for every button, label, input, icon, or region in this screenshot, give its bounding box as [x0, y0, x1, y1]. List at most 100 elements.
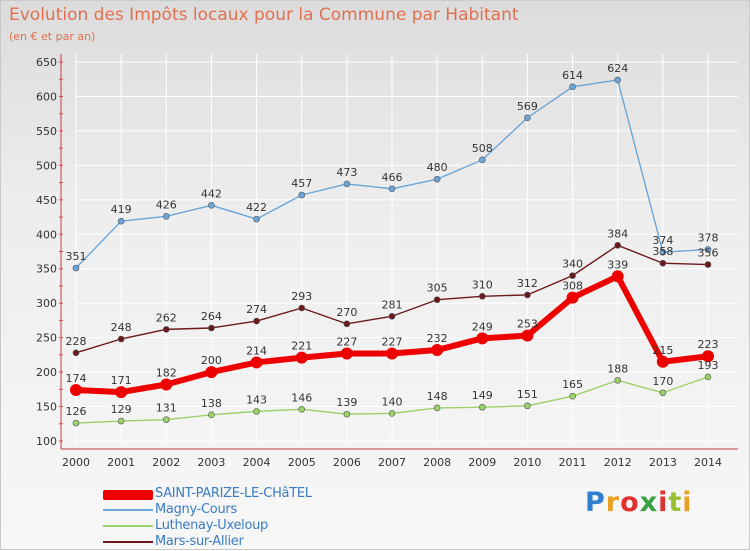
- y-tick-label: 350: [36, 263, 57, 276]
- data-point-mars[interactable]: [388, 312, 396, 320]
- data-point-saint_parize[interactable]: [431, 344, 444, 357]
- legend-item-luthenay-uxeloup[interactable]: Luthenay-Uxeloup: [103, 518, 403, 535]
- data-point-saint_parize[interactable]: [611, 270, 624, 283]
- data-point-saint_parize[interactable]: [340, 347, 353, 360]
- brand-letter: i: [658, 487, 669, 518]
- data-point-magny[interactable]: [478, 156, 486, 164]
- data-point-luthenay[interactable]: [117, 417, 125, 425]
- data-point-magny[interactable]: [704, 246, 712, 253]
- data-point-mars[interactable]: [253, 317, 260, 325]
- data-point-saint_parize[interactable]: [250, 356, 263, 369]
- data-point-luthenay[interactable]: [162, 416, 170, 423]
- data-point-luthenay[interactable]: [388, 410, 396, 417]
- legend-item-saint-parize[interactable]: SAINT-PARIZE-LE-CHâTEL: [103, 486, 403, 503]
- data-point-luthenay[interactable]: [524, 402, 531, 410]
- data-label-saint_parize: 223: [698, 338, 719, 351]
- x-tick-label: 2014: [694, 456, 722, 469]
- data-point-luthenay[interactable]: [72, 419, 80, 427]
- data-point-mars[interactable]: [659, 259, 667, 267]
- data-point-mars[interactable]: [208, 324, 215, 332]
- data-point-luthenay[interactable]: [659, 389, 667, 397]
- data-point-luthenay[interactable]: [614, 377, 622, 384]
- data-label-saint_parize: 182: [156, 366, 177, 379]
- data-label-mars: 270: [336, 306, 357, 319]
- data-point-magny[interactable]: [524, 114, 531, 122]
- legend-item-magny-cours[interactable]: Magny-Cours: [103, 502, 403, 519]
- data-point-luthenay[interactable]: [343, 410, 351, 418]
- data-label-saint_parize: 221: [291, 340, 312, 353]
- data-point-saint_parize[interactable]: [702, 350, 714, 363]
- data-point-saint_parize[interactable]: [70, 384, 82, 397]
- data-point-mars[interactable]: [117, 335, 125, 343]
- data-label-magny: 473: [336, 166, 357, 179]
- data-label-mars: 358: [652, 245, 673, 258]
- data-point-mars[interactable]: [478, 292, 486, 300]
- data-label-luthenay: 139: [336, 396, 357, 409]
- data-point-mars[interactable]: [704, 261, 712, 268]
- data-point-magny[interactable]: [569, 83, 576, 91]
- data-point-saint_parize[interactable]: [566, 291, 579, 304]
- data-point-luthenay[interactable]: [478, 403, 486, 411]
- data-point-magny[interactable]: [298, 191, 306, 199]
- data-point-saint_parize[interactable]: [476, 332, 489, 345]
- data-point-saint_parize[interactable]: [295, 351, 308, 364]
- data-point-magny[interactable]: [117, 217, 125, 225]
- data-label-saint_parize: 249: [472, 320, 493, 333]
- legend-swatch: [103, 525, 153, 527]
- data-label-luthenay: 149: [472, 389, 493, 402]
- legend: SAINT-PARIZE-LE-CHâTEL Magny-Cours Luthe…: [103, 486, 403, 551]
- data-point-luthenay[interactable]: [704, 373, 712, 381]
- data-point-saint_parize[interactable]: [521, 329, 534, 342]
- data-point-mars[interactable]: [524, 291, 531, 299]
- data-label-mars: 274: [246, 303, 267, 316]
- data-point-magny[interactable]: [388, 185, 396, 193]
- data-point-magny[interactable]: [614, 76, 622, 84]
- data-label-mars: 281: [382, 298, 403, 311]
- data-point-magny[interactable]: [208, 202, 215, 209]
- data-point-mars[interactable]: [433, 296, 441, 304]
- data-label-luthenay: 188: [607, 362, 628, 375]
- data-point-magny[interactable]: [72, 264, 80, 272]
- data-point-luthenay[interactable]: [253, 408, 260, 415]
- legend-label: Luthenay-Uxeloup: [155, 518, 269, 533]
- legend-item-mars-sur-allier[interactable]: Mars-sur-Allier: [103, 534, 403, 551]
- data-point-magny[interactable]: [162, 213, 170, 220]
- data-point-luthenay[interactable]: [208, 411, 215, 419]
- data-label-magny: 480: [427, 161, 448, 174]
- data-point-saint_parize[interactable]: [160, 378, 173, 391]
- data-point-mars[interactable]: [72, 349, 80, 357]
- data-label-luthenay: 143: [246, 393, 267, 406]
- data-point-mars[interactable]: [162, 326, 170, 333]
- data-point-luthenay[interactable]: [298, 406, 306, 413]
- legend-label: Mars-sur-Allier: [155, 534, 244, 549]
- data-point-mars[interactable]: [298, 304, 306, 312]
- data-point-saint_parize[interactable]: [205, 366, 218, 379]
- data-label-mars: 305: [427, 282, 448, 295]
- brand-letter: o: [620, 487, 640, 518]
- data-point-saint_parize[interactable]: [386, 347, 398, 360]
- data-point-magny[interactable]: [433, 175, 441, 183]
- data-point-magny[interactable]: [253, 215, 260, 223]
- data-point-saint_parize[interactable]: [115, 386, 128, 399]
- data-point-mars[interactable]: [343, 320, 351, 328]
- x-tick-label: 2001: [107, 456, 135, 469]
- data-point-luthenay[interactable]: [433, 404, 441, 412]
- data-point-mars[interactable]: [614, 241, 622, 249]
- y-tick-label: 450: [36, 194, 57, 207]
- data-point-saint_parize[interactable]: [656, 355, 669, 368]
- y-tick-label: 100: [36, 435, 57, 448]
- data-label-saint_parize: 214: [246, 344, 267, 357]
- x-tick-label: 2009: [468, 456, 496, 469]
- y-tick-label: 400: [36, 228, 57, 241]
- data-point-luthenay[interactable]: [569, 392, 576, 400]
- chart-subtitle: (en € et par an): [9, 30, 96, 43]
- data-point-mars[interactable]: [569, 272, 576, 279]
- legend-label: SAINT-PARIZE-LE-CHâTEL: [155, 486, 312, 501]
- brand-logo: Proxiti: [585, 487, 693, 518]
- data-label-saint_parize: 339: [607, 258, 628, 271]
- data-point-magny[interactable]: [659, 248, 667, 256]
- data-point-magny[interactable]: [343, 180, 351, 188]
- data-label-magny: 569: [517, 100, 538, 113]
- brand-letter: x: [639, 487, 659, 518]
- y-tick-label: 300: [36, 297, 57, 310]
